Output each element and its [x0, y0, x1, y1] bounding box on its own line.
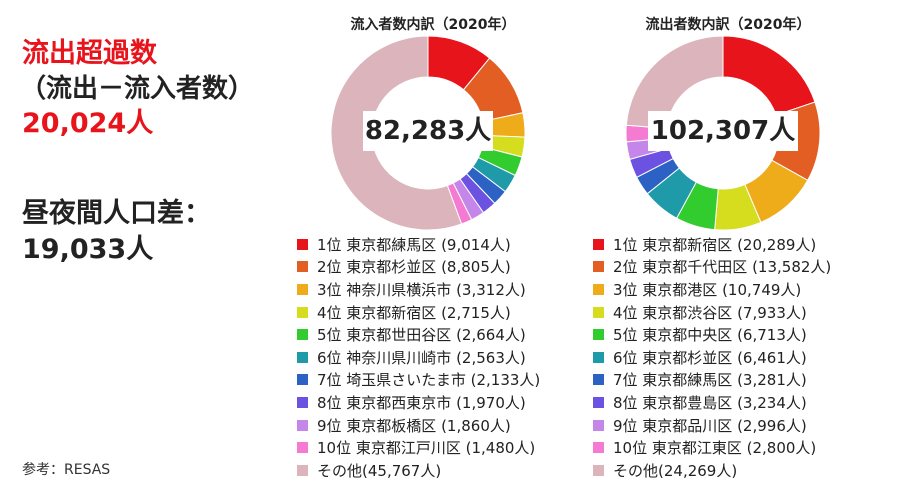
legend-swatch: [593, 329, 604, 341]
legend-label: 6位 東京都杉並区 (6,461人): [613, 348, 807, 367]
legend-swatch: [297, 351, 308, 363]
outflow-legend-item-7: 7位 東京都練馬区 (3,281人): [593, 369, 831, 392]
outflow-slice-1: [722, 35, 816, 116]
inflow-legend-item-11: その他(45,767人): [297, 459, 540, 482]
legend-swatch: [297, 396, 308, 408]
inflow-legend-item-10: 10位 東京都江戸川区 (1,480人): [297, 436, 540, 459]
legend-swatch: [593, 238, 604, 250]
outflow-legend-item-8: 8位 東京都豊島区 (3,234人): [593, 391, 831, 414]
legend-swatch: [297, 261, 308, 273]
inflow-legend-item-7: 7位 埼玉県さいたま市 (2,133人): [297, 369, 540, 392]
inflow-legend-item-9: 9位 東京都板橋区 (1,860人): [297, 414, 540, 437]
summary-panel: 流出超過数 （流出－流入者数） 20,024人: [20, 36, 255, 142]
legend-label: 5位 東京都中央区 (6,713人): [613, 326, 807, 345]
outflow-legend-item-5: 5位 東京都中央区 (6,713人): [593, 323, 831, 346]
inflow-legend-item-8: 8位 東京都西東京市 (1,970人): [297, 391, 540, 414]
legend-label: 9位 東京都板橋区 (1,860人): [317, 416, 511, 435]
legend-swatch: [297, 283, 308, 295]
legend-label: その他(24,269人): [613, 461, 738, 480]
outflow-legend-item-10: 10位 東京都江東区 (2,800人): [593, 436, 831, 459]
legend-swatch: [297, 419, 308, 431]
legend-swatch: [297, 374, 308, 386]
legend-swatch: [297, 442, 308, 454]
inflow-legend-item-6: 6位 神奈川県川崎市 (2,563人): [297, 346, 540, 369]
outflow-legend-item-1: 1位 東京都新宿区 (20,289人): [593, 233, 831, 256]
legend-label: 3位 神奈川県横浜市 (3,312人): [317, 280, 526, 299]
legend-label: 2位 東京都杉並区 (8,805人): [317, 258, 511, 277]
outflow-legend: 1位 東京都新宿区 (20,289人) 2位 東京都千代田区 (13,582人) 3…: [593, 233, 831, 482]
outflow-excess-title: 流出超過数: [22, 38, 157, 69]
legend-swatch: [593, 442, 604, 454]
legend-swatch: [297, 306, 308, 318]
legend-label: 7位 東京都練馬区 (3,281人): [613, 371, 807, 390]
legend-label: 9位 東京都品川区 (2,996人): [613, 416, 807, 435]
inflow-legend-item-1: 1位 東京都練馬区 (9,014人): [297, 233, 540, 256]
daynight-panel: 昼夜間人口差： 19,033人: [22, 196, 211, 268]
legend-swatch: [593, 351, 604, 363]
inflow-slice-11: [330, 35, 463, 231]
outflow-excess-value: 20,024人: [22, 108, 154, 139]
inflow-legend: 1位 東京都練馬区 (9,014人) 2位 東京都杉並区 (8,805人) 3位 神…: [297, 233, 540, 482]
legend-swatch: [297, 464, 308, 476]
inflow-total: 82,283人: [363, 111, 493, 151]
legend-label: 8位 東京都西東京市 (1,970人): [317, 393, 526, 412]
outflow-legend-item-3: 3位 東京都港区 (10,749人): [593, 278, 831, 301]
daynight-value: 19,033人: [22, 234, 154, 265]
legend-label: 8位 東京都豊島区 (3,234人): [613, 393, 807, 412]
outflow-chart-title: 流出者数内訳（2020年）: [645, 17, 811, 33]
inflow-legend-item-2: 2位 東京都杉並区 (8,805人): [297, 256, 540, 279]
legend-label: 7位 埼玉県さいたま市 (2,133人): [317, 371, 541, 390]
legend-label: 10位 東京都江東区 (2,800人): [613, 439, 817, 458]
inflow-legend-item-3: 3位 神奈川県横浜市 (3,312人): [297, 278, 540, 301]
legend-swatch: [297, 329, 308, 341]
outflow-legend-item-2: 2位 東京都千代田区 (13,582人): [593, 256, 831, 279]
inflow-legend-item-4: 4位 東京都新宿区 (2,715人): [297, 301, 540, 324]
legend-label: 2位 東京都千代田区 (13,582人): [613, 258, 832, 277]
daynight-label: 昼夜間人口差：: [22, 198, 211, 229]
outflow-legend-item-9: 9位 東京都品川区 (2,996人): [593, 414, 831, 437]
legend-label: 5位 東京都世田谷区 (2,664人): [317, 326, 526, 345]
source-note: 参考：RESAS: [22, 462, 111, 478]
legend-swatch: [593, 396, 604, 408]
legend-swatch: [593, 306, 604, 318]
legend-swatch: [593, 419, 604, 431]
legend-label: 1位 東京都練馬区 (9,014人): [317, 235, 511, 254]
outflow-donut-chart: [625, 35, 821, 231]
legend-label: 1位 東京都新宿区 (20,289人): [613, 235, 817, 254]
inflow-legend-item-5: 5位 東京都世田谷区 (2,664人): [297, 323, 540, 346]
outflow-total: 102,307人: [648, 111, 798, 151]
legend-label: 4位 東京都新宿区 (2,715人): [317, 303, 511, 322]
legend-swatch: [593, 374, 604, 386]
outflow-legend-item-6: 6位 東京都杉並区 (6,461人): [593, 346, 831, 369]
outflow-slice-11: [625, 35, 724, 130]
legend-swatch: [593, 261, 604, 273]
legend-label: 10位 東京都江戸川区 (1,480人): [317, 439, 536, 458]
legend-swatch: [593, 283, 604, 295]
inflow-donut-chart: [330, 35, 526, 231]
outflow-excess-formula: （流出－流入者数）: [20, 74, 255, 104]
outflow-legend-item-4: 4位 東京都渋谷区 (7,933人): [593, 301, 831, 324]
outflow-legend-item-11: その他(24,269人): [593, 459, 831, 482]
legend-label: その他(45,767人): [317, 461, 442, 480]
legend-label: 4位 東京都渋谷区 (7,933人): [613, 303, 807, 322]
legend-label: 6位 神奈川県川崎市 (2,563人): [317, 348, 526, 367]
legend-swatch: [593, 464, 604, 476]
legend-label: 3位 東京都港区 (10,749人): [613, 280, 802, 299]
legend-swatch: [297, 238, 308, 250]
inflow-chart-title: 流入者数内訳（2020年）: [350, 17, 516, 33]
